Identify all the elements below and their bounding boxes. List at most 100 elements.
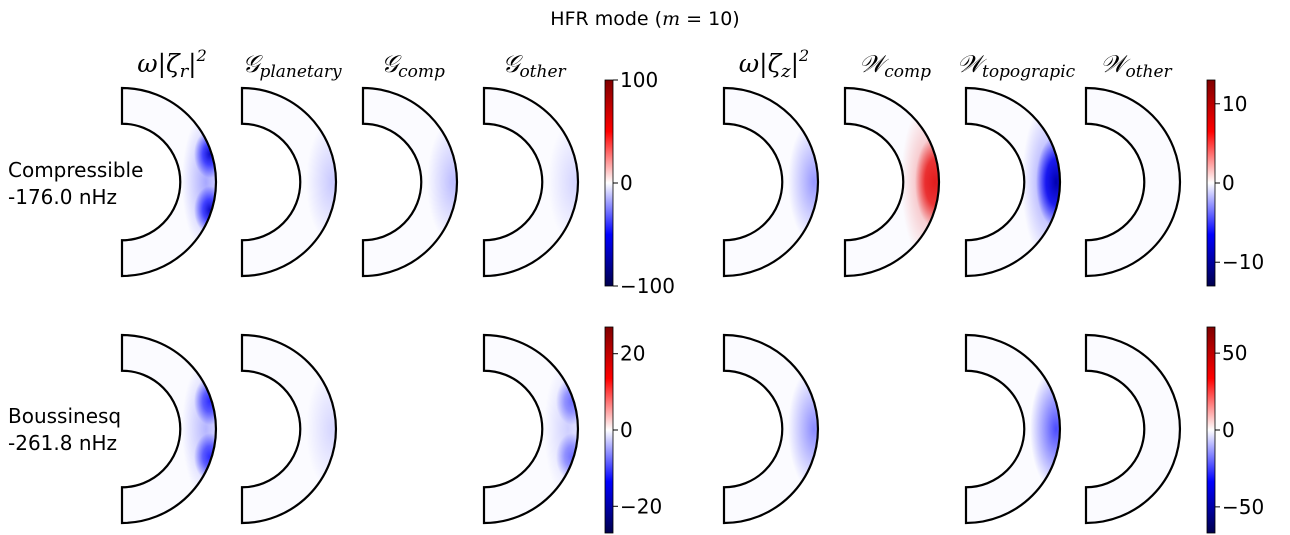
colorbar-cb-compressible-w: 10 0 −10: [1206, 79, 1264, 287]
panel-boussinesq-w_topographic: [964, 333, 1062, 525]
panel-compressible-g_comp: [361, 86, 459, 278]
column-header-g_comp-sub: comp: [398, 62, 445, 82]
panel-background: [242, 335, 336, 523]
row-label-boussinesq: Boussinesq -261.8 nHz: [8, 404, 127, 455]
panel-compressible-w_comp: [843, 86, 941, 278]
column-header-g_planetary-main: 𝒢: [242, 50, 263, 78]
colorbar-tick-label: 0: [1222, 418, 1235, 442]
column-headers: ω|ζr|2 𝒢planetary 𝒢comp 𝒢other ω|ζz|2 𝒲comp 𝒲t…: [137, 46, 1172, 82]
panel-background: [1086, 88, 1180, 276]
column-header-omega_zr-sup: 2: [196, 46, 207, 65]
field-lobe-halo: [544, 359, 578, 499]
panel-compressible-w_other: [1084, 86, 1182, 278]
panel-outline: [722, 86, 820, 278]
panel-compressible-g_other: [482, 86, 580, 278]
field-equator-halo: [901, 102, 939, 262]
panel-outline: [240, 86, 338, 278]
column-header-omega_zz-sup: 2: [798, 46, 809, 65]
field-rim: [788, 120, 818, 244]
panel-outline: [964, 333, 1062, 525]
column-header-w_topographic-sub: topograpic: [982, 62, 1076, 82]
figure-title-prefix: HFR mode (: [550, 8, 662, 30]
colorbar-gradient: [604, 326, 614, 534]
column-header-omega_zr-close: |: [188, 49, 196, 79]
field-rim: [306, 367, 336, 491]
field-rim: [306, 120, 336, 244]
colorbar-tick-label: 0: [1222, 171, 1235, 195]
colorbar-tick-label: 10: [1222, 92, 1247, 116]
column-header-w_comp: 𝒲comp: [859, 50, 931, 82]
panel-boussinesq-g_planetary: [240, 333, 338, 525]
colorbar-tick-label: −50: [1222, 495, 1264, 519]
column-header-omega_zz-main: ω|ζ: [739, 49, 783, 79]
column-header-omega_zz: ω|ζz|2: [739, 46, 809, 82]
row-labels: Compressible -176.0 nHz Boussinesq -261.…: [8, 158, 150, 455]
column-header-w_other: 𝒲other: [1100, 50, 1172, 82]
colorbar-cb-boussinesq-g: 20 0 −20: [604, 326, 662, 534]
row-label-compressible-line2: -176.0 nHz: [8, 185, 117, 209]
panel-compressible-omega_zr: [120, 86, 218, 278]
panel-outline: [240, 333, 338, 525]
column-header-g_comp-main: 𝒢: [381, 50, 402, 78]
row-label-compressible-line1: Compressible: [8, 158, 143, 182]
panel-outline: [120, 333, 218, 525]
column-header-omega_zr-sub: r: [180, 61, 190, 82]
field-rim: [788, 367, 818, 491]
figure-title: HFR mode (m = 10): [550, 8, 739, 30]
heatmap-panels: [120, 86, 1182, 525]
field-rim: [1030, 367, 1060, 491]
panel-background: [724, 88, 818, 276]
column-header-g_other-sub: other: [519, 62, 566, 82]
panel-outline: [482, 86, 580, 278]
panel-outline: [120, 86, 218, 278]
column-header-g_other: 𝒢other: [502, 50, 566, 82]
panel-outline: [843, 86, 941, 278]
column-header-omega_zz-sub: z: [780, 61, 791, 82]
column-header-omega_zz-close: |: [791, 49, 799, 79]
field-lobe-halo: [182, 112, 216, 252]
panel-background: [363, 88, 457, 276]
panel-background: [966, 335, 1060, 523]
row-label-boussinesq-line1: Boussinesq: [8, 404, 121, 428]
panel-compressible-w_topographic: [964, 86, 1062, 278]
colorbar-tick-label: −20: [620, 494, 662, 518]
panel-compressible-g_planetary: [240, 86, 338, 278]
colorbar-cb-boussinesq-w: 50 0 −50: [1206, 326, 1264, 534]
panel-boussinesq-omega_zr: [120, 333, 218, 525]
panel-background: [242, 88, 336, 276]
field-rim: [427, 120, 457, 244]
panel-outline: [1084, 333, 1182, 525]
panel-boussinesq-w_other: [1084, 333, 1182, 525]
panel-outline: [964, 86, 1062, 278]
colorbar-cb-compressible-g: 100 0 −100: [604, 68, 675, 298]
colorbar-tick-label: 0: [620, 171, 633, 195]
panel-outline: [1084, 86, 1182, 278]
colorbar-gradient: [1206, 326, 1216, 534]
panel-background: [484, 88, 578, 276]
field-lobe-halo: [182, 359, 216, 499]
colorbar-tick-label: −100: [620, 274, 675, 298]
panel-boussinesq-omega_zz: [722, 333, 820, 525]
column-header-w_other-sub: other: [1125, 62, 1172, 82]
figure-title-suffix: = 10): [680, 8, 740, 30]
panel-outline: [722, 333, 820, 525]
panel-compressible-omega_zz: [722, 86, 820, 278]
column-header-g_planetary-sub: planetary: [259, 62, 342, 82]
colorbar-tick-label: 20: [620, 342, 645, 366]
colorbar-gradient: [604, 79, 614, 287]
panel-boussinesq-g_other: [482, 333, 580, 525]
panel-outline: [361, 86, 459, 278]
row-label-compressible: Compressible -176.0 nHz: [8, 158, 150, 209]
row-label-boussinesq-line2: -261.8 nHz: [8, 431, 117, 455]
colorbar-tick-label: 100: [620, 68, 658, 92]
panel-outline: [482, 333, 580, 525]
column-header-omega_zr: ω|ζr|2: [137, 46, 207, 82]
colorbar-gradient: [1206, 79, 1216, 287]
column-header-w_comp-sub: comp: [884, 62, 931, 82]
colorbar-tick-label: −10: [1222, 250, 1264, 274]
colorbar-tick-label: 0: [620, 418, 633, 442]
colorbar-tick-label: 50: [1222, 341, 1247, 365]
column-header-g_comp: 𝒢comp: [381, 50, 445, 82]
